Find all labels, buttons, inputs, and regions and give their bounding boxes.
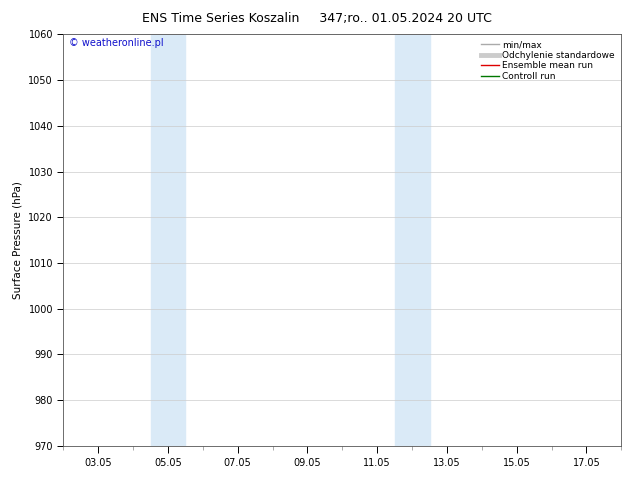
Bar — [150, 34, 185, 446]
Legend: min/max, Odchylenie standardowe, Ensemble mean run, Controll run: min/max, Odchylenie standardowe, Ensembl… — [479, 39, 617, 82]
Text: ENS Time Series Koszalin     347;ro.. 01.05.2024 20 UTC: ENS Time Series Koszalin 347;ro.. 01.05.… — [142, 12, 492, 25]
Y-axis label: Surface Pressure (hPa): Surface Pressure (hPa) — [13, 181, 23, 299]
Text: © weatheronline.pl: © weatheronline.pl — [69, 38, 164, 49]
Bar — [394, 34, 430, 446]
